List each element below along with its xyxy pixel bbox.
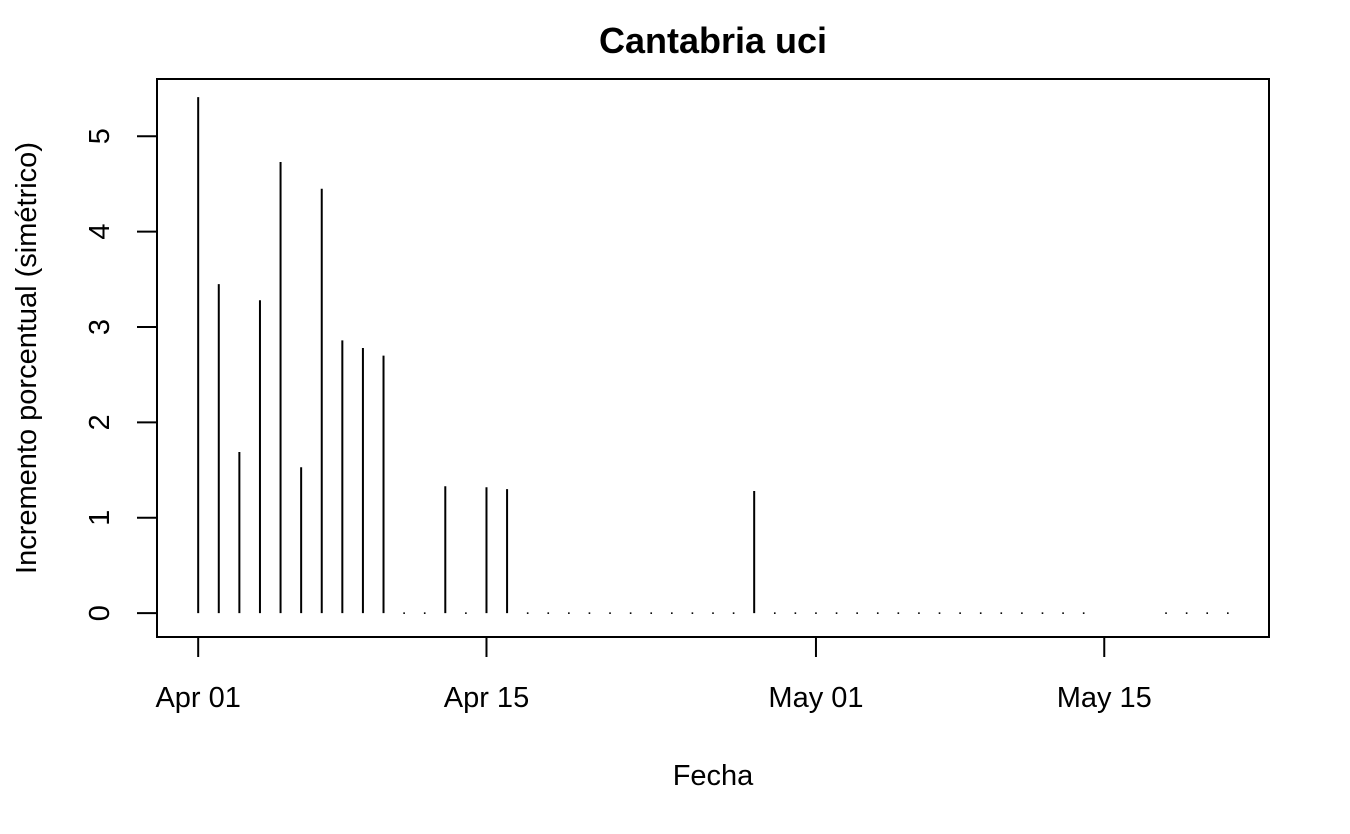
bar-2020-04-12 (423, 612, 426, 614)
bar-2020-05-18 (1165, 612, 1167, 614)
bar-2020-04-19 (568, 612, 570, 614)
bar-2020-05-03 (856, 612, 858, 614)
bar-2020-04-11 (403, 612, 405, 614)
bar-2020-05-08 (959, 612, 961, 614)
x-tick-label-0: Apr 01 (155, 682, 240, 714)
y-tick-label-1: 1 (84, 510, 116, 526)
bar-2020-05-05 (897, 612, 900, 614)
y-tick-label-0: 0 (84, 605, 116, 621)
bar-2020-05-20 (1206, 612, 1209, 614)
bar-2020-05-12 (1041, 612, 1044, 614)
bar-2020-04-18 (547, 612, 550, 614)
plot-frame (156, 78, 1270, 638)
bar-2020-04-27 (732, 612, 735, 614)
x-axis-label: Fecha (673, 760, 754, 792)
bar-2020-05-19 (1185, 612, 1188, 614)
bar-2020-05-14 (1082, 612, 1085, 614)
bar-2020-04-26 (712, 612, 714, 614)
bar-2020-04-25 (691, 612, 694, 614)
y-tick-label-2: 2 (84, 414, 116, 430)
bar-2020-05-04 (876, 612, 879, 614)
bar-2020-05-11 (1021, 612, 1023, 614)
bar-2020-04-21 (609, 612, 611, 614)
bar-2020-04-30 (794, 612, 797, 614)
x-tick-label-3: May 15 (1057, 682, 1152, 714)
chart-title: Cantabria uci (599, 20, 827, 61)
bar-2020-05-02 (835, 612, 838, 614)
y-tick-label-5: 5 (84, 128, 116, 144)
bar-2020-04-20 (588, 612, 591, 614)
y-tick-label-3: 3 (84, 319, 116, 335)
bar-2020-04-17 (526, 612, 529, 614)
bar-2020-04-14 (465, 612, 467, 614)
bar-2020-04-22 (629, 612, 632, 614)
y-tick-label-4: 4 (84, 224, 116, 240)
bar-series (197, 97, 1229, 614)
bar-2020-05-01 (815, 612, 817, 614)
bar-2020-05-07 (938, 612, 941, 614)
bar-2020-05-09 (979, 612, 982, 614)
bar-2020-04-24 (671, 612, 673, 614)
bar-2020-05-21 (1227, 612, 1229, 614)
x-tick-label-1: Apr 15 (444, 682, 529, 714)
y-axis: 0 1 2 3 4 5 (84, 128, 158, 621)
bar-2020-05-06 (918, 612, 920, 614)
bar-2020-05-10 (1000, 612, 1003, 614)
y-axis-label: Incremento porcentual (simétrico) (11, 142, 43, 574)
bar-2020-04-23 (650, 612, 653, 614)
x-axis: Apr 01 Apr 15 May 01 May 15 (155, 636, 1152, 714)
bar-2020-04-29 (773, 612, 776, 614)
x-tick-label-2: May 01 (768, 682, 863, 714)
bar-2020-05-13 (1062, 612, 1064, 614)
